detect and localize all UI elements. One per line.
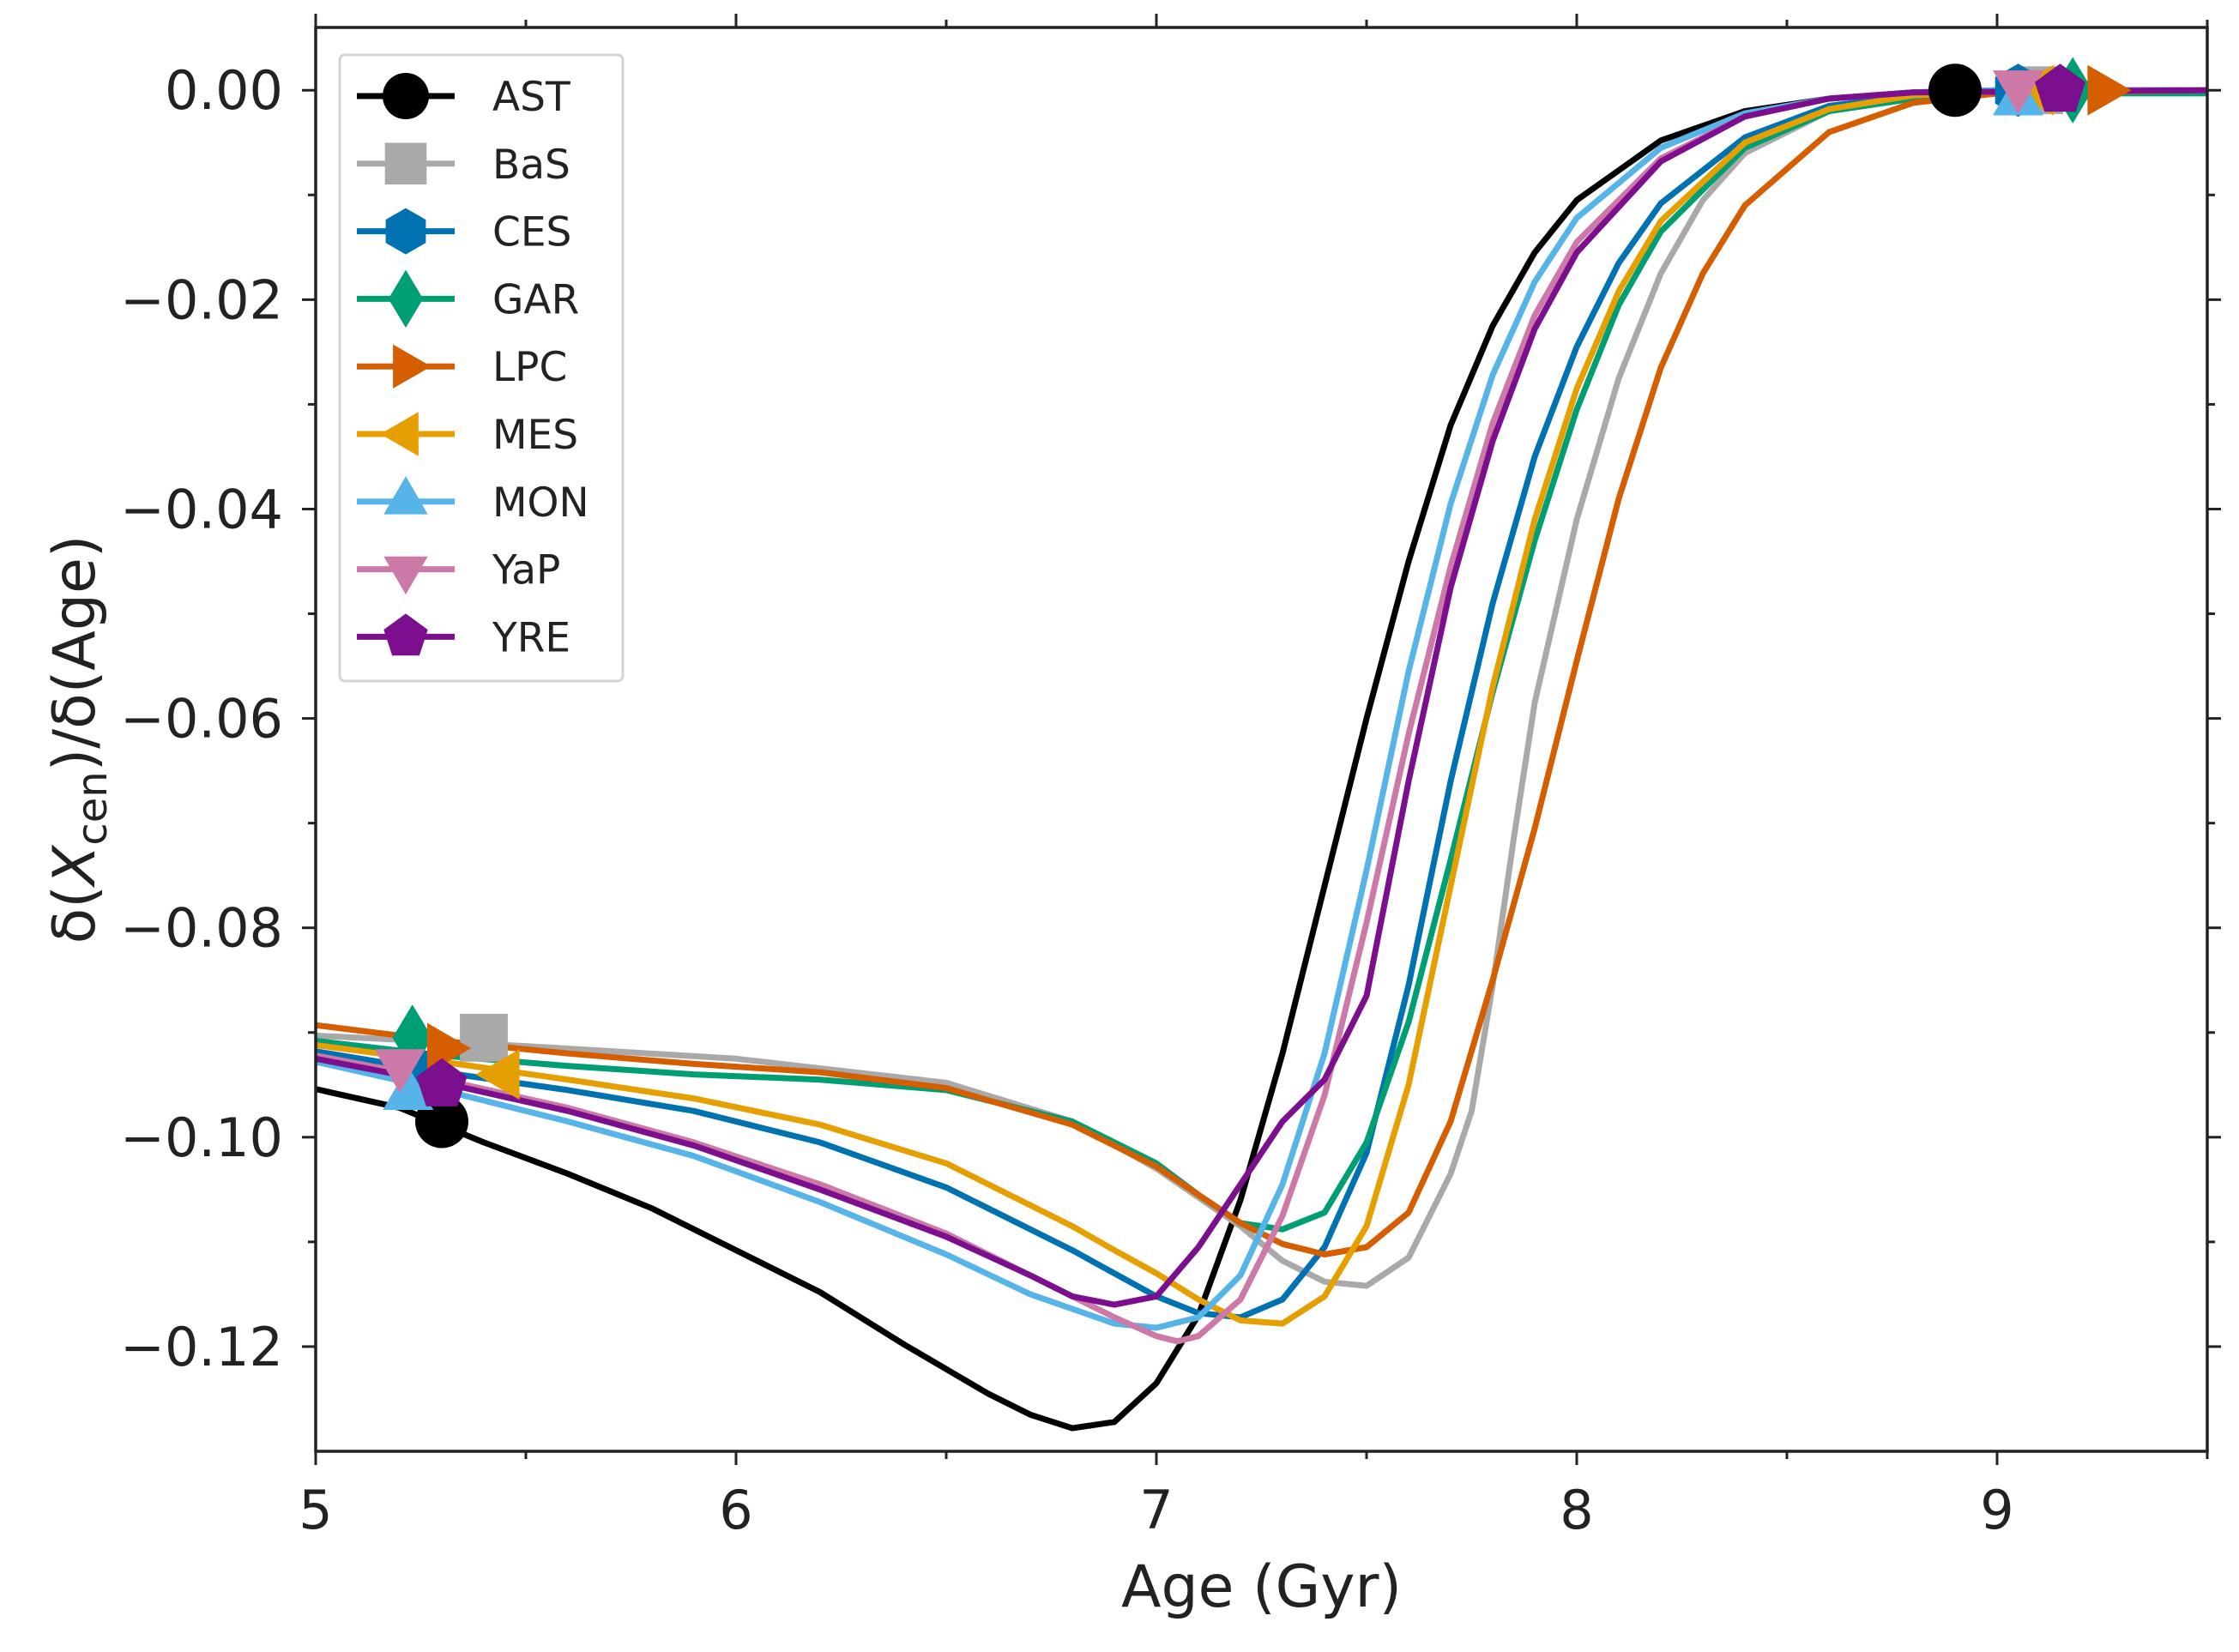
series-marker-yre-1 (416, 1058, 468, 1106)
legend-marker-gar (388, 269, 424, 329)
legend-marker-bas (384, 142, 427, 185)
legend-label-mes: MES (492, 412, 578, 459)
legend: AST BaS CES GAR LPC MES MON YaP YRE (338, 53, 625, 683)
legend-label-bas: BaS (492, 142, 570, 189)
y-tick-label-1: −0.02 (120, 268, 283, 331)
y-axis-label-subscript: cen (69, 771, 117, 845)
x-tick-label-9: 9 (1980, 1479, 2013, 1541)
y-tick-label-4: −0.08 (120, 897, 283, 960)
legend-marker-yre (383, 613, 428, 656)
x-tick-label-8: 8 (1560, 1479, 1593, 1541)
series-marker-lpc-1 (426, 1022, 472, 1074)
series-line-ast (316, 87, 2207, 1432)
legend-label-lpc: LPC (492, 344, 567, 391)
y-tick-label-3: −0.06 (120, 688, 283, 751)
legend-label-yap: YaP (492, 547, 560, 594)
series-line-yre (316, 87, 2207, 1308)
series-marker-bas-1 (460, 1013, 508, 1062)
legend-marker-mes (380, 412, 419, 456)
legend-label-ces: CES (492, 209, 571, 256)
legend-label-yre: YRE (492, 614, 570, 661)
legend-marker-mon (383, 476, 428, 515)
x-tick-label-7: 7 (1139, 1479, 1173, 1541)
series-line-mes (316, 87, 2207, 1327)
x-tick-label-5: 5 (299, 1479, 332, 1541)
series-line-ces (316, 87, 2207, 1321)
series-marker-ast-2 (1928, 63, 1982, 118)
series-marker-yap-2 (1993, 70, 2043, 115)
y-axis-label-prefix: δ( (41, 885, 109, 944)
series-marker-mes-1 (475, 1049, 520, 1100)
series-line-lpc (316, 87, 2207, 1257)
legend-marker-ces (385, 208, 426, 255)
legend-marker-yap (383, 556, 428, 595)
plot-frame (314, 26, 2209, 1453)
x-axis-label: Age (Gyr) (1121, 1553, 1402, 1621)
y-tick-label-6: −0.12 (120, 1316, 283, 1378)
y-axis-label-variable: X (41, 844, 109, 888)
series-line-mon (316, 87, 2207, 1331)
y-tick-label-2: −0.04 (120, 478, 283, 540)
x-tick-label-6: 6 (719, 1479, 752, 1541)
series-line-gar (316, 90, 2207, 1233)
y-tick-label-0: 0.00 (165, 59, 283, 122)
y-axis-label: δ(Xcen)/δ(Age) (41, 535, 117, 944)
y-axis-label-suffix: )/δ(Age) (41, 535, 109, 772)
legend-label-ast: AST (492, 74, 570, 121)
series-layer (316, 57, 2207, 1432)
series-marker-yap-1 (374, 1049, 425, 1094)
legend-label-gar: GAR (492, 276, 579, 323)
series-marker-mon-1 (383, 1065, 434, 1110)
legend-marker-lpc (393, 344, 432, 389)
series-marker-yre-2 (2035, 63, 2085, 112)
axis-ticks: 5 6 7 8 9 0.00 −0.02 −0.04 −0.06 −0.08 −0.10 −0.12 (120, 14, 2221, 1541)
legend-label-mon: MON (492, 479, 589, 527)
legend-marker-ast (383, 73, 429, 119)
series-marker-lpc-2 (2087, 64, 2132, 116)
y-tick-label-5: −0.10 (120, 1106, 283, 1169)
